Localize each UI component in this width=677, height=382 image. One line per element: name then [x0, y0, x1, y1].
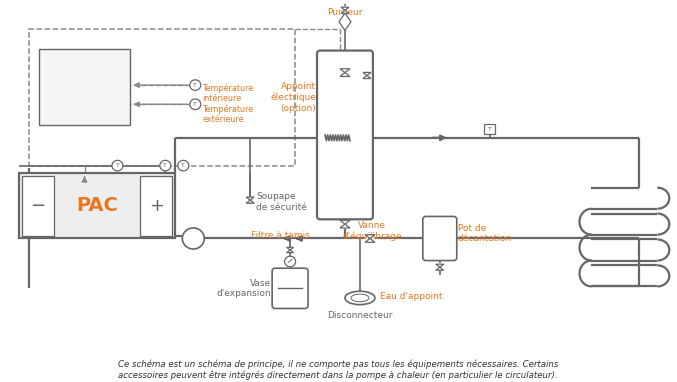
Text: Ce schéma est un schéma de principe, il ne comporte pas tous les équipements néc: Ce schéma est un schéma de principe, il … [118, 359, 559, 380]
Polygon shape [286, 250, 294, 253]
Bar [19, 173, 175, 238]
FancyBboxPatch shape [272, 268, 308, 309]
Polygon shape [365, 238, 375, 242]
Ellipse shape [345, 291, 375, 304]
Bar [140, 176, 173, 236]
Text: T: T [194, 102, 197, 107]
Polygon shape [436, 267, 444, 270]
Polygon shape [341, 10, 349, 13]
Polygon shape [363, 76, 371, 79]
Bar [39, 49, 131, 125]
Text: Disconnecteur: Disconnecteur [327, 311, 393, 320]
Text: +: + [149, 197, 164, 215]
Text: Filtre à tamis: Filtre à tamis [250, 231, 309, 240]
Text: PAC: PAC [76, 196, 118, 215]
Polygon shape [340, 73, 350, 76]
Circle shape [190, 80, 201, 91]
FancyBboxPatch shape [317, 50, 373, 219]
Text: T: T [194, 83, 197, 87]
FancyBboxPatch shape [423, 217, 457, 261]
Bar [484, 124, 495, 134]
Polygon shape [436, 264, 444, 267]
Text: Purgeur: Purgeur [327, 8, 363, 17]
Text: −: − [30, 197, 45, 215]
Circle shape [190, 99, 201, 110]
Text: T: T [116, 163, 119, 168]
Polygon shape [340, 224, 350, 228]
Bar [28, 29, 295, 166]
Text: T: T [487, 127, 492, 132]
Polygon shape [341, 7, 349, 10]
Polygon shape [363, 73, 371, 76]
Ellipse shape [351, 294, 369, 302]
Circle shape [284, 256, 296, 267]
Bar [22, 176, 53, 236]
Polygon shape [340, 69, 350, 73]
Text: T: T [181, 163, 185, 168]
Polygon shape [339, 13, 351, 31]
Circle shape [182, 228, 204, 249]
Text: Température
extérieure: Température extérieure [202, 104, 253, 124]
Text: Soupape
de sécurité: Soupape de sécurité [256, 193, 307, 212]
Text: Pot de
décantation: Pot de décantation [458, 224, 512, 243]
Polygon shape [365, 235, 375, 238]
Text: Eau d'appoint: Eau d'appoint [380, 291, 442, 301]
Text: Appoint
électrique
(option): Appoint électrique (option) [270, 82, 316, 113]
Text: Vase
d'expansion: Vase d'expansion [217, 278, 271, 298]
Polygon shape [340, 220, 350, 224]
Polygon shape [286, 247, 294, 250]
Circle shape [178, 160, 189, 171]
Text: T: T [163, 163, 167, 168]
Text: Température
intérieure: Température intérieure [202, 83, 253, 103]
Polygon shape [246, 200, 254, 203]
Text: Vanne
d'équilibrage: Vanne d'équilibrage [342, 221, 401, 241]
Circle shape [160, 160, 171, 171]
Polygon shape [246, 197, 254, 200]
Circle shape [112, 160, 123, 171]
